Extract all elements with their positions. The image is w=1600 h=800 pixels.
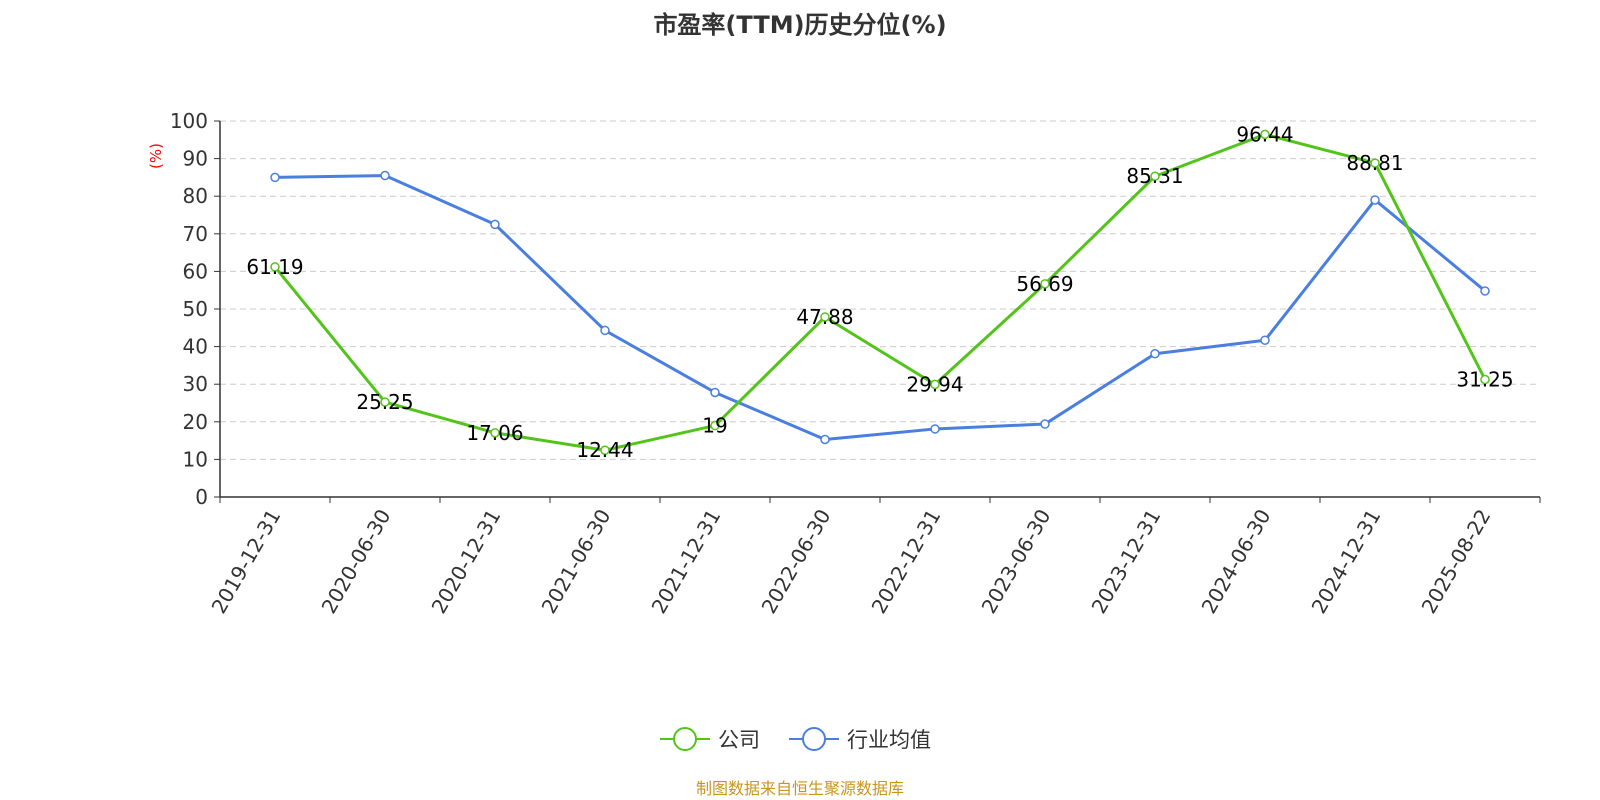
x-tick-label: 2020-12-31 <box>426 505 505 618</box>
data-point[interactable] <box>1370 195 1380 205</box>
data-point[interactable] <box>820 434 830 445</box>
y-tick-label: 40 <box>183 335 208 359</box>
data-point[interactable] <box>1260 335 1270 345</box>
data-point[interactable] <box>1150 171 1160 181</box>
data-label: 12.44 <box>576 438 633 462</box>
x-tick-label: 2024-06-30 <box>1196 505 1275 618</box>
legend-item-company[interactable]: 公司 <box>660 727 760 752</box>
data-point[interactable] <box>1040 419 1050 429</box>
data-point[interactable] <box>1480 374 1490 385</box>
data-point[interactable] <box>820 312 830 322</box>
x-tick-label: 2022-12-31 <box>866 505 945 618</box>
data-label: 61.19 <box>246 255 303 279</box>
data-point[interactable] <box>1150 348 1160 359</box>
data-label: 25.25 <box>356 390 413 414</box>
x-axis-ticks: 2019-12-31 2020-06-30 2020-12-31 2021-06-30… <box>206 497 1541 618</box>
legend-industry-average-marker <box>802 727 826 751</box>
y-tick-label: 0 <box>195 485 208 509</box>
data-point[interactable] <box>930 379 940 390</box>
data-label: 19 <box>702 414 727 438</box>
y-axis-label: (%) <box>147 143 165 169</box>
data-label: 17.06 <box>466 421 523 445</box>
data-point[interactable] <box>270 262 280 272</box>
data-label: 85.31 <box>1126 164 1183 188</box>
data-point[interactable] <box>710 420 720 431</box>
data-point[interactable] <box>1040 279 1050 289</box>
data-labels: 61.19 25.25 17.06 12.44 19 47.88 29.94 56.69 85.… <box>246 122 1513 462</box>
y-tick-label: 90 <box>183 147 208 171</box>
data-point[interactable] <box>1260 129 1270 140</box>
legend-company-label: 公司 <box>718 728 760 752</box>
x-tick-label: 2022-06-30 <box>756 505 835 618</box>
data-point[interactable] <box>380 397 390 407</box>
series-company <box>270 129 1490 455</box>
y-tick-label: 10 <box>183 447 208 471</box>
legend-company-marker <box>673 727 697 751</box>
x-tick-label: 2019-12-31 <box>206 505 285 618</box>
data-label: 31.25 <box>1456 368 1513 392</box>
data-label: 29.94 <box>906 372 963 396</box>
x-tick-label: 2024-12-31 <box>1306 505 1385 618</box>
y-tick-label: 70 <box>183 222 208 246</box>
x-tick-label: 2023-06-30 <box>976 505 1055 618</box>
x-tick-label: 2023-12-31 <box>1086 505 1165 618</box>
data-point[interactable] <box>270 172 280 183</box>
data-source-note: 制图数据来自恒生聚源数据库 <box>696 779 904 798</box>
data-point[interactable] <box>490 219 500 230</box>
legend-item-industry-average[interactable]: 行业均值 <box>789 727 931 752</box>
series-line <box>274 174 1486 441</box>
data-point[interactable] <box>490 428 500 438</box>
x-tick-label: 2021-06-30 <box>536 505 615 618</box>
y-tick-label: 50 <box>183 297 208 321</box>
y-tick-label: 30 <box>183 372 208 396</box>
series-lines <box>270 129 1490 455</box>
data-label: 96.44 <box>1236 122 1293 146</box>
data-point[interactable] <box>1370 158 1380 168</box>
data-label: 56.69 <box>1016 272 1073 296</box>
y-tick-label: 60 <box>183 259 208 283</box>
chart-title: 市盈率(TTM)历史分位(%) <box>653 11 946 39</box>
y-tick-label: 20 <box>183 410 208 434</box>
series-industry-average <box>270 170 1490 445</box>
y-tick-label: 100 <box>170 109 208 133</box>
data-point[interactable] <box>930 424 940 434</box>
data-point[interactable] <box>380 170 390 181</box>
data-point[interactable] <box>710 387 720 398</box>
legend-industry-average-label: 行业均值 <box>847 728 931 752</box>
x-tick-label: 2025-08-22 <box>1416 505 1495 618</box>
legend: 公司 行业均值 <box>660 727 931 752</box>
y-axis-ticks: 0 10 20 30 40 50 60 70 80 90 100 <box>170 109 220 509</box>
x-tick-label: 2021-12-31 <box>646 505 725 618</box>
series-line <box>273 132 1487 452</box>
y-tick-label: 80 <box>183 184 208 208</box>
x-tick-label: 2020-06-30 <box>316 505 395 618</box>
grid-lines <box>220 120 1540 460</box>
data-label: 88.81 <box>1346 151 1403 175</box>
data-point[interactable] <box>600 445 610 455</box>
data-point[interactable] <box>1480 286 1490 296</box>
data-label: 47.88 <box>796 305 853 329</box>
data-point[interactable] <box>600 325 610 336</box>
